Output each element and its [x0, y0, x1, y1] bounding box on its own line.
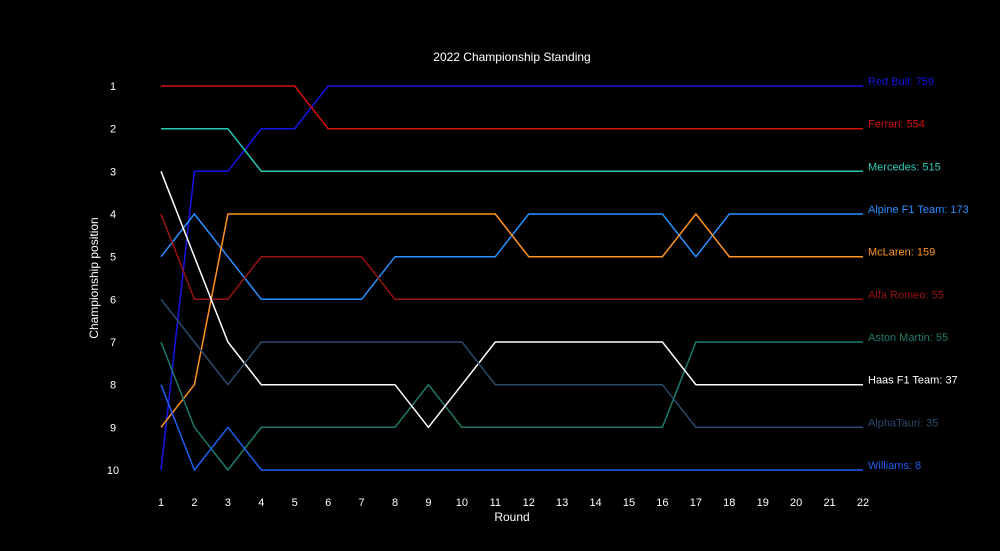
x-tick-label: 6 [325, 497, 331, 509]
x-tick-label: 20 [790, 497, 802, 509]
series-labels: Red Bull: 759 Ferrari: 554 Mercedes: 515 Al… [868, 76, 969, 472]
y-tick-label: 8 [110, 380, 116, 392]
x-tick-label: 7 [359, 497, 365, 509]
series-line-red-bull [160, 85, 863, 471]
x-tick-label: 14 [589, 497, 601, 509]
y-tick-label: 5 [110, 252, 116, 264]
series-label-williams: Williams: 8 [868, 460, 921, 472]
series-label-ferrari: Ferrari: 554 [868, 119, 925, 131]
y-tick-label: 3 [110, 166, 116, 178]
series-line-mclaren [160, 212, 863, 428]
y-tick-label: 6 [110, 294, 116, 306]
series-line-ferrari [161, 85, 863, 130]
series-label-alfa-romeo: Alfa Romeo: 55 [868, 289, 944, 301]
series-lines [160, 85, 863, 472]
series-line-haas-f1-team [160, 171, 863, 429]
series-label-haas-f1-team: Haas F1 Team: 37 [868, 375, 958, 387]
chart-title: 2022 Championship Standing [433, 50, 590, 64]
y-tick-label: 7 [110, 337, 116, 349]
x-tick-label: 21 [823, 497, 835, 509]
series-line-alfa-romeo [160, 213, 863, 301]
x-tick-label: 8 [392, 497, 398, 509]
y-tick-labels: 1 2 3 4 5 6 7 8 9 10 [107, 81, 119, 477]
series-label-red-bull: Red Bull: 759 [868, 76, 934, 88]
x-tick-label: 11 [490, 497, 501, 509]
series-label-mclaren: McLaren: 159 [868, 247, 935, 259]
x-axis-label: Round [494, 510, 529, 524]
x-tick-label: 1 [158, 497, 164, 509]
series-line-williams [160, 384, 863, 472]
x-tick-labels: 1 2 3 4 5 6 7 8 9 10 11 12 13 14 15 16 17 18 19 20 21 22 [158, 497, 869, 509]
y-tick-label: 4 [110, 209, 116, 221]
x-tick-label: 13 [556, 497, 568, 509]
series-label-mercedes: Mercedes: 515 [868, 161, 941, 173]
series-line-aston-martin [160, 341, 863, 472]
series-line-alphatauri [160, 298, 863, 429]
series-label-aston-martin: Aston Martin: 55 [868, 332, 948, 344]
x-tick-label: 10 [456, 497, 468, 509]
x-tick-label: 3 [225, 497, 231, 509]
x-tick-label: 22 [857, 497, 869, 509]
x-tick-label: 9 [425, 497, 431, 509]
series-label-alphatauri: AlphaTauri: 35 [868, 417, 938, 429]
series-label-alpine-f1-team: Alpine F1 Team: 173 [868, 204, 969, 216]
x-tick-label: 15 [623, 497, 635, 509]
x-tick-label: 12 [523, 497, 535, 509]
series-line-mercedes [161, 127, 863, 173]
y-axis-label: Championship position [87, 217, 101, 338]
x-tick-label: 19 [757, 497, 769, 509]
x-tick-label: 2 [191, 497, 197, 509]
x-tick-label: 18 [723, 497, 735, 509]
x-tick-label: 16 [656, 497, 668, 509]
y-tick-label: 1 [110, 81, 116, 93]
x-tick-label: 17 [690, 497, 702, 509]
y-tick-label: 10 [107, 465, 119, 477]
x-tick-label: 4 [258, 497, 264, 509]
y-tick-label: 9 [110, 422, 116, 434]
x-tick-label: 5 [292, 497, 298, 509]
y-tick-label: 2 [110, 124, 116, 136]
